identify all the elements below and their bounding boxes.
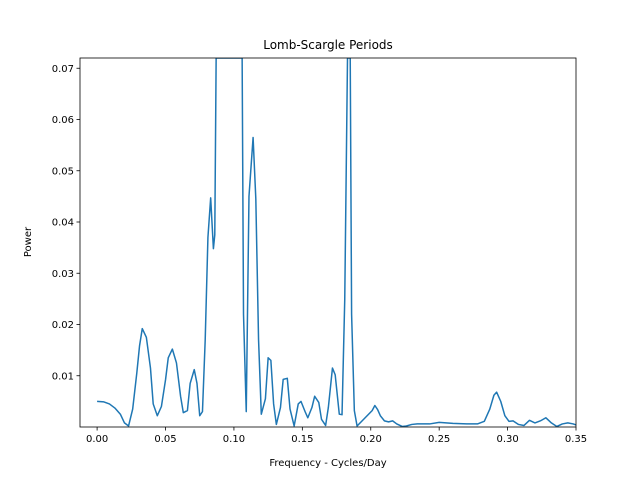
y-axis-label: Power [23,226,34,257]
y-tick-label: 0.03 [52,269,74,280]
y-tick-label: 0.02 [52,320,74,331]
y-tick-label: 0.04 [52,218,74,229]
y-axis: 0.01 0.02 0.03 0.04 0.05 0.06 0.07 [52,64,80,382]
chart-title: Lomb-Scargle Periods [263,38,393,52]
x-axis: 0.00 0.05 0.10 0.15 0.20 0.25 0.30 0.35 [86,427,587,445]
x-tick-label: 0.35 [565,434,587,445]
x-tick-label: 0.20 [360,434,382,445]
x-tick-label: 0.30 [496,434,518,445]
x-tick-label: 0.10 [223,434,245,445]
x-tick-label: 0.25 [428,434,450,445]
x-axis-label: Frequency - Cycles/Day [269,458,386,469]
x-tick-label: 0.05 [154,434,176,445]
y-tick-label: 0.07 [52,64,74,75]
power-series-line [97,58,576,427]
plot-frame [79,57,577,428]
y-tick-label: 0.01 [52,371,74,382]
y-tick-label: 0.05 [52,166,74,177]
x-tick-label: 0.00 [86,434,108,445]
x-tick-label: 0.15 [291,434,313,445]
y-tick-label: 0.06 [52,115,74,126]
